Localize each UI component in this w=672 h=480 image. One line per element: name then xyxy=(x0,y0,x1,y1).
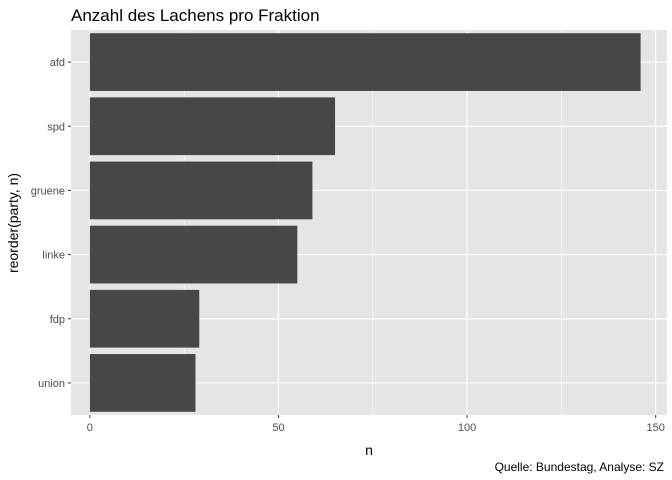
bar-afd xyxy=(89,33,641,91)
bar-spd xyxy=(89,97,336,156)
bars xyxy=(89,33,641,412)
x-tick-label: 150 xyxy=(647,422,665,434)
y-tick-label-spd: spd xyxy=(47,121,65,133)
y-tick-label-afd: afd xyxy=(50,57,65,69)
x-tick-label: 100 xyxy=(458,422,476,434)
y-tick-label-union: union xyxy=(38,378,65,390)
y-tick-label-linke: linke xyxy=(42,250,65,262)
y-tick-label-fdp: fdp xyxy=(50,314,65,326)
y-tick-label-gruene: gruene xyxy=(31,185,65,197)
bar-gruene xyxy=(89,161,313,220)
chart-title: Anzahl des Lachens pro Fraktion xyxy=(71,6,320,25)
x-tick-label: 0 xyxy=(87,422,93,434)
minor-gridlines xyxy=(183,30,562,415)
x-axis-ticks: 0 50 100 150 xyxy=(87,415,665,434)
x-tick-label: 50 xyxy=(272,422,284,434)
x-axis-label: n xyxy=(365,442,373,458)
bar-fdp xyxy=(89,289,200,348)
chart-caption: Quelle: Bundestag, Analyse: SZ xyxy=(495,460,664,474)
y-axis-ticks: afd spd gruene linke fdp union xyxy=(31,57,71,390)
y-axis-label: reorder(party, n) xyxy=(5,173,21,273)
bar-linke xyxy=(89,225,298,284)
plot-panel xyxy=(71,30,667,415)
bar-union xyxy=(89,354,196,412)
